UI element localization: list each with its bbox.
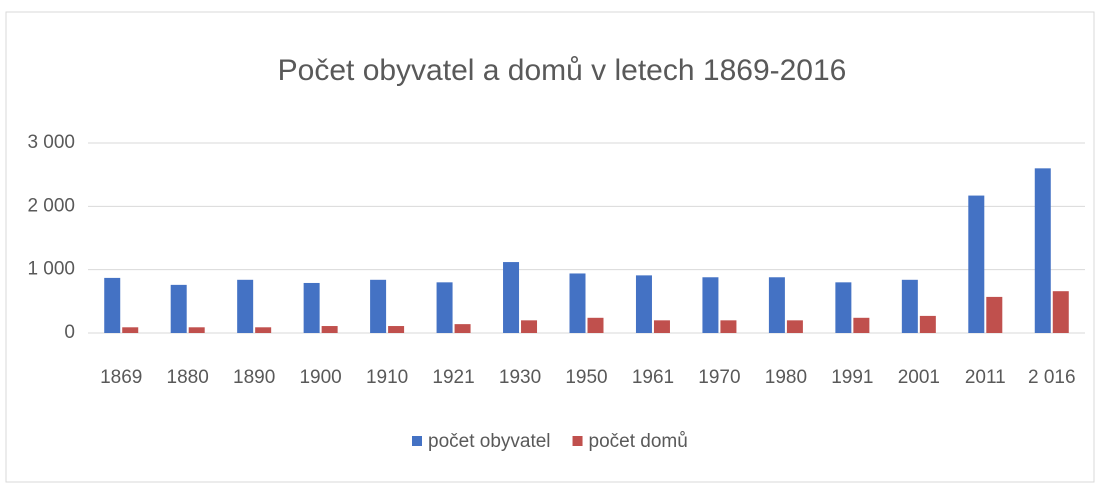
x-tick-label: 1950	[565, 367, 607, 388]
bar	[170, 284, 187, 333]
bar	[786, 320, 803, 333]
x-tick-label: 1910	[366, 367, 408, 388]
y-tick-label: 2 000	[27, 195, 75, 216]
bar	[503, 262, 520, 333]
chart-border	[5, 11, 1095, 483]
bar	[255, 327, 272, 333]
bar	[521, 320, 538, 333]
chart-title: Počet obyvatel a domů v letech 1869-2016	[278, 54, 847, 87]
bar	[853, 317, 870, 333]
x-tick-label: 1869	[100, 367, 142, 388]
y-tick-label: 1 000	[27, 259, 75, 280]
x-tick-label: 1890	[233, 367, 275, 388]
x-tick-label: 1900	[299, 367, 341, 388]
bar	[919, 315, 936, 333]
bar	[702, 277, 719, 333]
bar	[237, 279, 254, 333]
legend-label: počet obyvatel	[428, 431, 551, 452]
bar	[653, 320, 670, 333]
x-tick-label: 1930	[499, 367, 541, 388]
bar	[436, 282, 453, 333]
x-tick-label: 2 016	[1028, 367, 1076, 388]
x-tick-label: 2011	[965, 367, 1006, 388]
legend-swatch	[412, 436, 422, 446]
x-tick-label: 1961	[632, 367, 674, 388]
bar	[104, 277, 121, 333]
bar	[388, 326, 405, 333]
bar	[986, 296, 1003, 333]
legend-label: počet domů	[589, 431, 688, 452]
x-tick-label: 2001	[898, 367, 940, 388]
bar	[1034, 168, 1051, 333]
y-tick-label: 0	[64, 322, 75, 343]
bar	[901, 279, 918, 333]
y-tick-label: 3 000	[27, 132, 75, 153]
legend-swatch	[572, 436, 583, 446]
bar	[321, 326, 338, 333]
bar	[635, 275, 652, 333]
bar	[569, 273, 586, 333]
bar	[370, 279, 387, 333]
bar	[188, 327, 205, 333]
x-tick-label: 1980	[765, 367, 807, 388]
x-tick-label: 1921	[432, 367, 474, 388]
x-tick-label: 1970	[698, 367, 740, 388]
bar	[454, 324, 471, 333]
bar	[587, 317, 604, 333]
bar	[720, 320, 737, 333]
bar	[1052, 291, 1069, 333]
bar	[768, 277, 785, 333]
bar	[303, 282, 320, 333]
bar	[835, 282, 852, 333]
bar	[968, 195, 985, 333]
x-tick-label: 1991	[831, 367, 873, 388]
x-tick-label: 1880	[167, 367, 209, 388]
bar	[122, 327, 139, 333]
